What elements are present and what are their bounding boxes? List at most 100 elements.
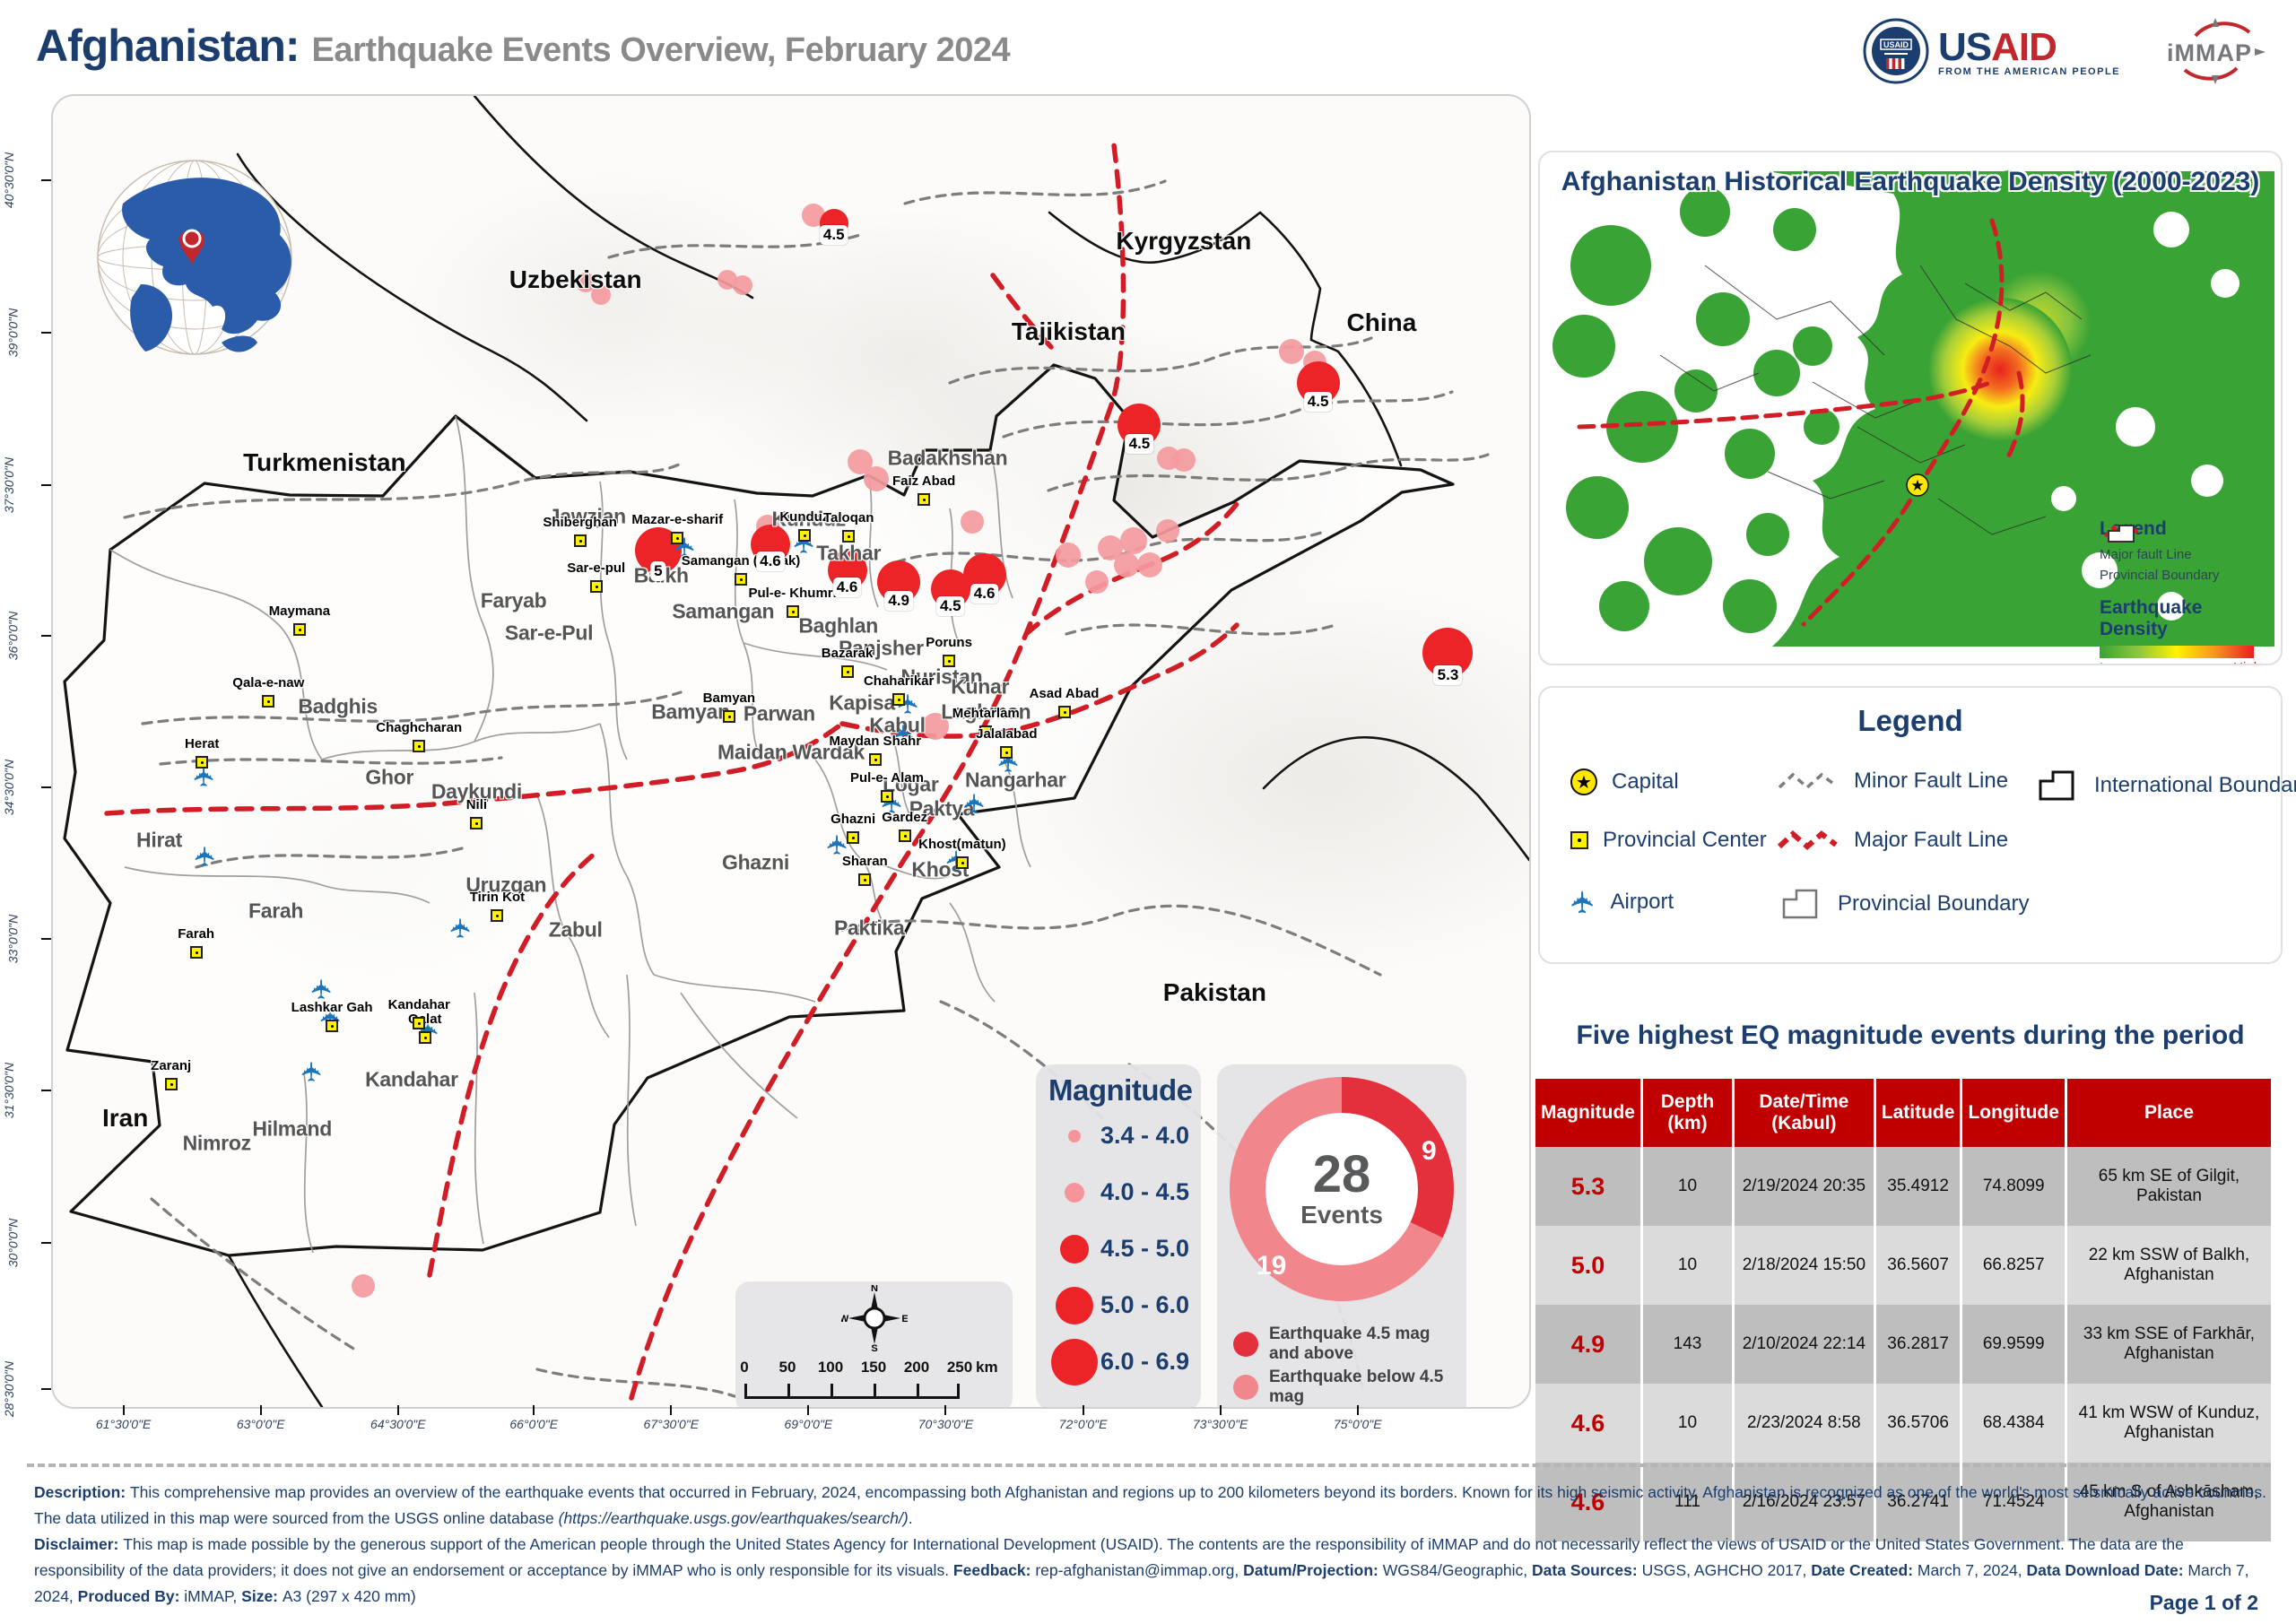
- lat-tick-label: 33°0'0"N: [4, 914, 20, 963]
- province-label: Badakhshan: [887, 446, 1008, 469]
- provincial-center-marker: [735, 573, 748, 586]
- svg-text:★: ★: [1910, 477, 1924, 494]
- provincial-center-marker: [847, 831, 860, 845]
- svg-text:E: E: [901, 1314, 908, 1324]
- earthquake-minor-marker: [1113, 552, 1139, 578]
- provincial-center-label: Pul-e- Khumri: [748, 585, 837, 601]
- province-label: Nimroz: [182, 1131, 251, 1155]
- density-legend: Legend Major fault Line Provincial Bound…: [2100, 518, 2261, 664]
- provincial-center-label: Chaghcharan: [376, 720, 463, 736]
- legend-item-provincial-boundary: Provincial Boundary: [1777, 887, 2029, 921]
- red-dot-icon: [1233, 1332, 1258, 1357]
- major-fault-icon: [1777, 829, 1838, 850]
- country-label: Turkmenistan: [243, 448, 406, 477]
- lat-tick: [41, 786, 51, 789]
- immap-logo: iMMAP: [2161, 13, 2269, 90]
- provincial-center-label: Shiberghan: [543, 514, 617, 530]
- table-title: Five highest EQ magnitude events during …: [1576, 1020, 2245, 1050]
- provincial-center-marker: [858, 873, 872, 887]
- eq-events-table: Magnitude Depth (km) Date/Time (Kabul) Lati…: [1535, 1079, 2271, 1541]
- provincial-center-marker: [418, 1030, 431, 1044]
- provincial-boundary-icon: [2108, 525, 2135, 543]
- province-label: Uruzgan: [465, 873, 547, 897]
- lon-tick: [1219, 1405, 1222, 1415]
- provincial-center-marker: [722, 709, 735, 723]
- eq-table-column-header: Magnitude: [1535, 1079, 1642, 1147]
- magnitude-class-dot-icon: [1065, 1182, 1084, 1203]
- provincial-center-label: Taloqan: [822, 510, 874, 526]
- lat-tick-label: 36°0'0"N: [4, 611, 20, 661]
- footer-line: Description: This comprehensive map prov…: [34, 1483, 2266, 1527]
- provincial-center-label: Sharan: [841, 854, 888, 870]
- eq-table-column-header: Place: [2064, 1079, 2271, 1147]
- eq-table-cell: 41 km WSW of Kunduz, Afghanistan: [2064, 1384, 2271, 1463]
- airport-marker: ✈: [960, 792, 990, 816]
- province-label: Faryab: [480, 588, 547, 612]
- lat-tick: [41, 179, 51, 182]
- usaid-wordmark: USAID FROM THE AMERICAN PEOPLE: [1937, 25, 2120, 77]
- provincial-center-marker: [943, 655, 956, 668]
- scalebar-number: 50: [778, 1359, 796, 1376]
- provincial-center-label: Mehtarlam: [952, 706, 1020, 722]
- provincial-center-marker: [470, 817, 483, 830]
- earthquake-minor-marker: [1056, 542, 1082, 568]
- provincial-center-label: Chaharikar: [863, 673, 935, 689]
- magnitude-legend: Magnitude 3.4 - 4.0 4.0 - 4.5 4.5 - 5.0 5.0…: [1036, 1064, 1201, 1407]
- magnitude-class-label: 6.0 - 6.9: [1100, 1348, 1190, 1375]
- province-label: Kunar: [951, 674, 1010, 699]
- earthquake-minor-marker: [1171, 448, 1196, 473]
- minor-fault-icon: [1778, 772, 1838, 790]
- lat-tick-label: 30°0'0"N: [4, 1218, 20, 1267]
- density-gradient-bar: [2100, 646, 2254, 658]
- country-label: China: [1346, 308, 1417, 336]
- provincial-boundary-icon: [1782, 889, 1818, 919]
- provincial-center-marker: [1057, 706, 1071, 719]
- page-number: Page 1 of 2: [2149, 1591, 2258, 1614]
- provincial-center-marker: [880, 789, 893, 803]
- provincial-center-label: Mazar-e-sharif: [631, 511, 724, 527]
- lon-tick: [396, 1405, 399, 1415]
- provincial-center-label: Faiz Abad: [891, 473, 956, 490]
- magnitude-class-label: 4.5 - 5.0: [1100, 1235, 1190, 1262]
- provincial-center-marker: [892, 692, 906, 706]
- earthquake-magnitude-label: 5: [650, 561, 666, 582]
- lon-tick-label: 67°30'0"E: [643, 1417, 700, 1431]
- donut-center: 28 Events: [1230, 1077, 1454, 1301]
- provincial-center-marker: [1000, 746, 1013, 760]
- lat-tick: [41, 1388, 51, 1391]
- province-label: Badghis: [298, 694, 378, 718]
- lat-tick-label: 31°30'0"N: [1, 1062, 16, 1119]
- eq-magnitude-cell: 4.6: [1535, 1384, 1642, 1463]
- legend-item-capital: ★ Capital: [1570, 769, 1679, 795]
- provincial-center-label: Maydan Shahr: [829, 733, 922, 749]
- provincial-center-marker: [840, 664, 854, 678]
- lat-tick: [41, 1241, 51, 1244]
- lon-tick: [259, 1405, 262, 1415]
- earthquake-minor-marker: [1155, 519, 1179, 543]
- legend-title: Legend: [1857, 704, 1963, 737]
- density-map: ★: [1552, 170, 2274, 647]
- eq-table-cell: 36.2817: [1873, 1305, 1961, 1384]
- footer-separator: [27, 1463, 2271, 1467]
- legend-item-provincial-center: Provincial Center: [1570, 828, 1767, 853]
- magnitude-class-dot-icon: [1060, 1234, 1089, 1264]
- eq-table-cell: 69.9599: [1960, 1305, 2066, 1384]
- province-label: Nuristan: [900, 664, 983, 689]
- events-donut-chart: [1230, 1077, 1454, 1301]
- longitude-axis: 61°30'0"E 63°0'0"E 64°30'0"E 66°0'0"E 67°30'…: [51, 1405, 1527, 1443]
- province-label: Kunduz: [771, 507, 847, 531]
- airport-marker: ✈: [297, 1060, 327, 1083]
- magnitude-class-dot-icon: [1051, 1338, 1098, 1385]
- province-label: Parwan: [743, 701, 815, 725]
- provincial-center-marker: [898, 829, 911, 842]
- provincial-center-label: Farah: [178, 925, 215, 942]
- country-label: Pakistan: [1162, 978, 1266, 1006]
- lon-tick: [944, 1405, 947, 1415]
- svg-text:W: W: [841, 1314, 849, 1324]
- province-label: Daykundi: [430, 779, 522, 803]
- capital-icon: ★: [1570, 769, 1597, 795]
- magnitude-class-row: 4.0 - 4.5: [1048, 1164, 1201, 1220]
- provincial-center-label: Kandahar: [387, 996, 450, 1012]
- provincial-center-label: Lashkar Gah: [291, 999, 373, 1015]
- legend-panel: Legend ★ Capital Provincial Center ✈ Air…: [1538, 686, 2296, 964]
